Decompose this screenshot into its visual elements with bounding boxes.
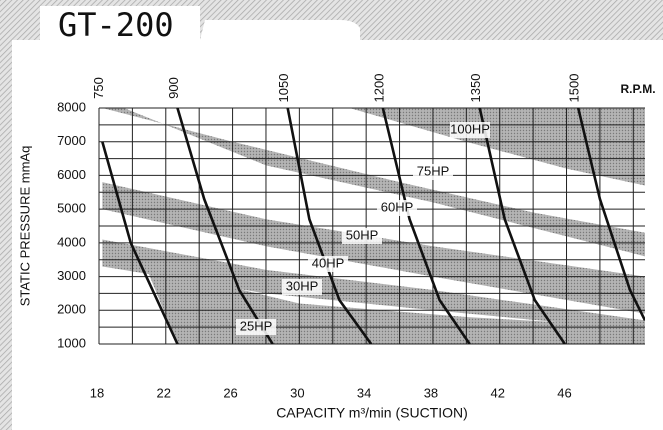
y-tick-label: 6000 [57,167,86,182]
band-label: 30HP [286,278,319,293]
y-axis-label: STATIC PRESSURE mmAq [17,146,32,307]
x-axis-label: CAPACITY m³/min (SUCTION) [276,405,468,421]
band-label-bg [282,279,322,295]
rpm-label: 1500 [567,74,582,103]
rpm-unit: R.P.M. [620,82,655,96]
band-label-bg [342,228,382,244]
band-label-bg [413,164,453,180]
band-label: 100HP [450,121,490,136]
band-label: 50HP [346,227,379,242]
hp-band [102,239,645,331]
x-tick-label: 18 [90,385,104,400]
rpm-label: 1350 [468,74,483,103]
x-tick-label: 22 [157,385,171,400]
band-label-bg [450,122,490,138]
y-tick-label: 7000 [57,133,86,148]
x-tick-label: 46 [557,385,571,400]
y-tick-label: 1000 [57,335,86,350]
x-tick-label: 38 [424,385,438,400]
y-tick-label: 5000 [57,201,86,216]
grid [98,107,645,345]
x-tick-label: 30 [290,385,304,400]
y-tick-label: 2000 [57,302,86,317]
hp-band [102,182,645,314]
rpm-curve [478,108,566,344]
y-tick-label: 4000 [57,234,86,249]
rpm-label: 750 [91,77,106,99]
y-tick-label: 3000 [57,268,86,283]
x-tick-label: 26 [223,385,237,400]
band-label-bg [236,319,276,335]
y-tick-label: 8000 [57,99,86,114]
rpm-label: 1200 [371,74,386,103]
x-tick-label: 42 [490,385,504,400]
rpm-curve [381,108,471,344]
rpm-label: 1050 [276,74,291,103]
band-label: 60HP [381,199,414,214]
band-label: 75HP [417,163,450,178]
band-label-bg [308,256,348,272]
x-tick-label: 34 [357,385,371,400]
rpm-label: 900 [166,77,181,99]
band-label: 40HP [312,255,345,270]
labels: 18 22 26 30 34 38 42 46 1000 2000 3000 4000 5000 6000… [57,74,582,401]
hp-band [102,108,645,257]
hp-band [349,108,645,186]
title-tab [40,6,200,46]
band-label: 25HP [240,318,273,333]
rpm-curve [576,108,645,321]
rpm-curve [176,108,274,344]
rpm-curve [101,141,179,344]
chart-title: GT-200 [58,6,174,44]
band-label-bg [377,200,417,216]
